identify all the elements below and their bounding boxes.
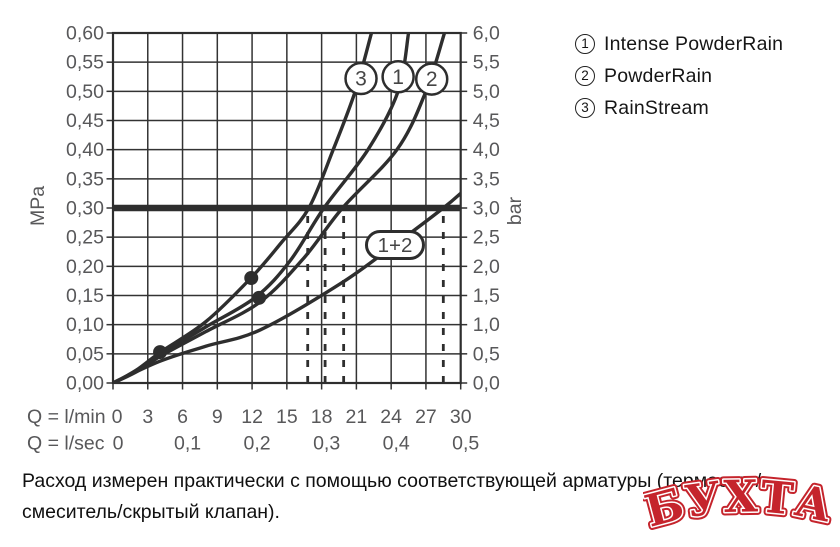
svg-text:21: 21 <box>346 406 368 428</box>
caption: Расход измерен практически с помощью соо… <box>22 466 812 527</box>
svg-text:Q = l/min: Q = l/min <box>27 406 106 428</box>
legend: 1 Intense PowderRain 2 PowderRain 3 Rain… <box>575 33 783 129</box>
svg-text:0,35: 0,35 <box>66 168 104 190</box>
svg-text:6,0: 6,0 <box>473 23 500 45</box>
x-axis-lmin-row: Q = l/min 0 3 6 9 12 15 18 21 24 27 30 <box>27 406 472 428</box>
svg-text:18: 18 <box>311 406 333 428</box>
marker-dot <box>153 345 168 360</box>
watermark-logo: БУХТА БУХТА <box>643 468 835 541</box>
legend-label: PowderRain <box>604 64 713 87</box>
svg-text:6: 6 <box>177 406 188 428</box>
y-right-unit: bar <box>504 196 526 225</box>
svg-text:0,10: 0,10 <box>66 314 104 336</box>
svg-text:9: 9 <box>212 406 223 428</box>
caption-line-2: смеситель/скрытый клапан). <box>22 500 280 523</box>
dashed-guides <box>306 212 445 383</box>
legend-item-rainstream: 3 RainStream <box>575 97 783 119</box>
svg-text:0,55: 0,55 <box>66 52 104 74</box>
svg-text:0,4: 0,4 <box>383 433 410 455</box>
svg-text:0,20: 0,20 <box>66 256 104 278</box>
svg-text:3,5: 3,5 <box>473 168 500 190</box>
svg-text:12: 12 <box>241 406 263 428</box>
y-left-unit: MPa <box>27 186 49 226</box>
svg-text:0,40: 0,40 <box>66 139 104 161</box>
curve-1+2 <box>113 191 461 383</box>
legend-label: RainStream <box>604 96 709 119</box>
flow-pressure-chart: 3 1 21+20,000,050,100,150,200,250,300,350,… <box>27 23 526 455</box>
svg-text:0: 0 <box>112 406 123 428</box>
svg-text:3: 3 <box>142 406 153 428</box>
svg-text:3,0: 3,0 <box>473 198 500 220</box>
curve-label-bubble <box>381 60 415 94</box>
svg-text:1: 1 <box>392 66 404 89</box>
svg-text:1,0: 1,0 <box>473 314 500 336</box>
caption-line-1: Расход измерен практически с помощью соо… <box>22 470 762 492</box>
svg-text:30: 30 <box>450 406 472 428</box>
svg-text:0,45: 0,45 <box>66 110 104 132</box>
svg-text:0,2: 0,2 <box>244 433 271 455</box>
svg-text:0,0: 0,0 <box>473 373 500 395</box>
legend-item-powderrain: 2 PowderRain <box>575 65 783 87</box>
svg-text:5,0: 5,0 <box>473 81 500 103</box>
svg-text:5,5: 5,5 <box>473 52 500 74</box>
svg-text:15: 15 <box>276 406 298 428</box>
svg-text:4,0: 4,0 <box>473 139 500 161</box>
legend-item-intense-powderrain: 1 Intense PowderRain <box>575 33 783 55</box>
svg-text:0,60: 0,60 <box>66 23 104 45</box>
svg-text:0,00: 0,00 <box>66 373 104 395</box>
svg-text:0,05: 0,05 <box>66 343 104 365</box>
circled-number-1-icon: 1 <box>575 34 595 54</box>
svg-text:0,25: 0,25 <box>66 227 104 249</box>
svg-text:4,5: 4,5 <box>473 110 500 132</box>
svg-text:2,0: 2,0 <box>473 256 500 278</box>
marker-dot <box>244 271 259 285</box>
circled-number-3-icon: 3 <box>575 98 595 118</box>
curves <box>113 33 461 383</box>
curve-label-stadium <box>364 229 425 260</box>
svg-text:0,3: 0,3 <box>313 433 340 455</box>
curve-label-bubble <box>344 61 378 96</box>
svg-text:24: 24 <box>380 406 402 428</box>
svg-text:2: 2 <box>426 68 438 91</box>
circled-number-2-icon: 2 <box>575 66 595 86</box>
svg-text:1+2: 1+2 <box>378 234 413 257</box>
y-axis-left-labels: 0,00 0,05 0,10 0,15 0,20 0,25 0,30 0,35 0,40 0,45… <box>66 23 104 395</box>
x-axis-lsec-row: Q = l/sec 0 0,1 0,2 0,3 0,4 0,5 <box>27 433 479 455</box>
curve-labels: 3 1 2 1+2 <box>344 60 449 260</box>
marker-dots <box>153 271 267 360</box>
svg-text:0,1: 0,1 <box>174 433 201 455</box>
svg-text:2,5: 2,5 <box>473 227 500 249</box>
curve-2 <box>113 33 447 383</box>
svg-text:0,15: 0,15 <box>66 285 104 307</box>
svg-text:3: 3 <box>355 68 367 91</box>
svg-text:0: 0 <box>113 433 124 455</box>
svg-text:27: 27 <box>415 406 437 428</box>
marker-dot <box>252 290 267 305</box>
svg-text:1,5: 1,5 <box>473 285 500 307</box>
y-axis-right-labels: 0,0 0,5 1,0 1,5 2,0 2,5 3,0 3,5 4,0 4,5 5,0 5,5 6,0 <box>473 23 500 395</box>
svg-text:0,50: 0,50 <box>66 81 104 103</box>
svg-text:0,5: 0,5 <box>473 343 500 365</box>
curve-label-bubble <box>414 62 449 96</box>
svg-text:Q = l/sec: Q = l/sec <box>27 433 105 455</box>
svg-text:0,5: 0,5 <box>452 433 479 455</box>
svg-text:0,30: 0,30 <box>66 198 104 220</box>
watermark-text: БУХТА <box>643 471 835 537</box>
legend-label: Intense PowderRain <box>604 32 784 55</box>
